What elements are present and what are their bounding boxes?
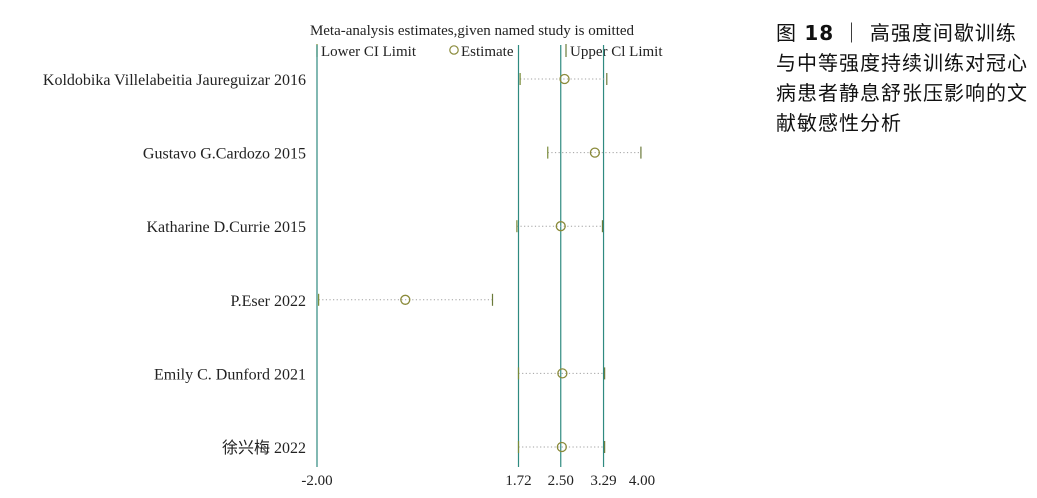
figure-caption: 图 18 ｜ 高强度间歇训练与中等强度持续训练对冠心病患者静息舒张压影响的文献敏…: [776, 18, 1034, 138]
study-label: 徐兴梅 2022: [222, 439, 306, 457]
estimate-marker: [555, 221, 566, 232]
legend-item-1: Estimate: [449, 44, 514, 60]
reference-lines: [316, 45, 605, 467]
legend-label: Estimate: [461, 44, 514, 60]
study-row: P.Eser 2022: [230, 293, 494, 310]
caption-prefix: 图: [776, 21, 805, 45]
x-tick-label: 3.29: [590, 473, 616, 489]
sensitivity-forest-plot: Meta-analysis estimates,given named stud…: [43, 23, 663, 489]
x-tick-label: 2.50: [548, 473, 574, 489]
study-label: Gustavo G.Cardozo 2015: [143, 146, 306, 163]
caption-text: 高强度间歇训练与中等强度持续训练对冠心病患者静息舒张压影响的文献敏感性分析: [776, 21, 1028, 135]
study-row: Emily C. Dunford 2021: [154, 366, 606, 383]
estimate-marker: [589, 147, 601, 158]
x-axis-ticks: -2.00 1.72 2.50 3.29 4.00: [301, 473, 655, 489]
legend-estimate-marker: [449, 45, 459, 55]
study-row: Koldobika Villelabeitia Jaureguizar 2016: [43, 72, 608, 89]
study-row: 徐兴梅 2022: [222, 439, 606, 457]
caption-figure-number: 18: [804, 21, 835, 45]
legend: Lower CI Limit Estimate Upper Cl Limit: [316, 44, 663, 60]
study-label: Emily C. Dunford 2021: [154, 366, 306, 383]
legend-label: Upper Cl Limit: [570, 44, 663, 60]
study-label: P.Eser 2022: [230, 293, 306, 310]
estimate-marker: [557, 368, 568, 379]
x-tick-label: 4.00: [629, 473, 655, 489]
legend-item-0: Lower CI Limit: [316, 44, 417, 60]
legend-label: Lower CI Limit: [321, 44, 417, 60]
estimate-marker: [559, 73, 570, 85]
study-row: Gustavo G.Cardozo 2015: [143, 146, 642, 163]
estimate-marker: [400, 294, 411, 305]
study-label: Koldobika Villelabeitia Jaureguizar 2016: [43, 72, 306, 89]
x-tick-label: -2.00: [301, 473, 332, 489]
legend-item-2: Upper Cl Limit: [565, 44, 663, 60]
chart-title: Meta-analysis estimates,given named stud…: [310, 23, 635, 39]
study-rows: Koldobika Villelabeitia Jaureguizar 2016…: [43, 72, 642, 457]
study-row: Katharine D.Currie 2015: [146, 219, 604, 236]
caption-separator: ｜: [834, 21, 863, 45]
x-tick-label: 1.72: [505, 473, 531, 489]
study-label: Katharine D.Currie 2015: [146, 219, 306, 236]
estimate-marker: [556, 441, 567, 453]
